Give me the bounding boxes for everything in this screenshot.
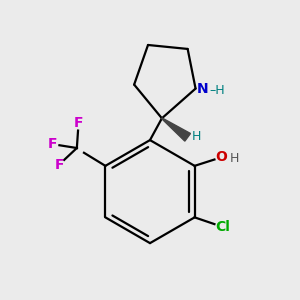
Text: O: O [216, 150, 227, 164]
Text: –H: –H [209, 84, 225, 97]
Text: F: F [54, 158, 64, 172]
Text: F: F [74, 116, 84, 130]
Text: Cl: Cl [216, 220, 231, 234]
Text: N: N [197, 82, 209, 96]
Text: H: H [192, 130, 201, 143]
Text: H: H [230, 152, 239, 165]
Polygon shape [162, 118, 190, 141]
Text: F: F [47, 137, 57, 151]
